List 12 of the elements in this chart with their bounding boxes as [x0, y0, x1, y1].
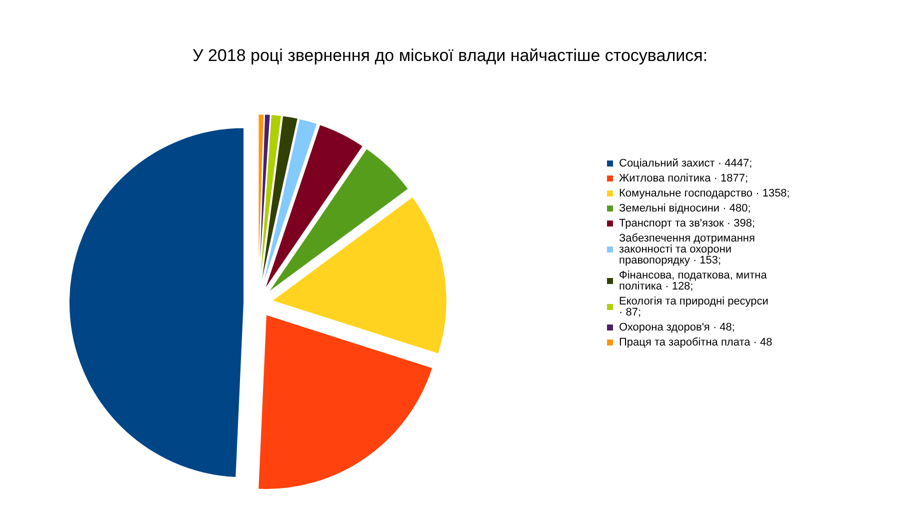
- legend-label: Транспорт та зв'язок · 398;: [619, 218, 756, 230]
- legend-label: Земельні відносини · 480;: [619, 202, 751, 214]
- legend-label: Фінансова, податкова, митна політика · 128;: [619, 270, 770, 292]
- legend-label: Забезпечення дотримання законності та охорони правопорядку · 153;: [619, 232, 758, 266]
- data-label: · 87;: [619, 306, 642, 318]
- legend-label: Соціальний захист · 4447;: [619, 158, 752, 170]
- legend-label: Екологія та природні ресурси: [619, 296, 772, 308]
- legend-label: Праця та заробітна плата · 48: [619, 336, 772, 348]
- legend-label: Житлова політика · 1877;: [619, 172, 748, 184]
- legend-label: Охорона здоров'я · 48;: [619, 322, 735, 334]
- chart-title: У 2018 році звернення до міської влади найчастіше стосувалися:: [192, 46, 708, 65]
- legend-label: Комунальне господарство · 1358;: [619, 188, 790, 200]
